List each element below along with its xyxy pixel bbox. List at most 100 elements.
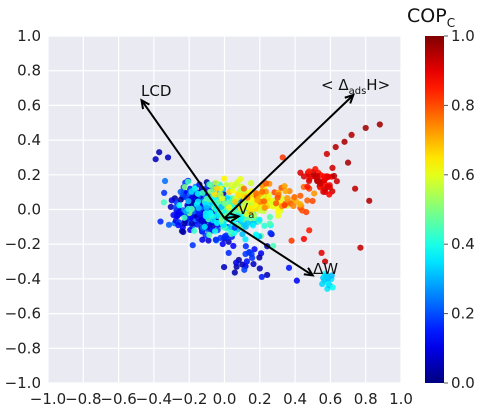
y-tick-label: 0.4 [17,131,41,149]
data-point [273,200,280,207]
data-point [251,246,258,253]
colorbar-tick-label: 0.4 [451,235,475,253]
data-point [256,254,263,261]
colorbar-tick-label: 0.6 [451,166,475,184]
data-point [212,179,219,186]
data-point [288,237,295,244]
data-point [217,234,224,242]
data-point [177,196,184,203]
colorbar-tick-label: 0.2 [451,305,475,323]
data-point [328,272,335,279]
arrow-label-dads-h: < ΔadsH> [321,76,390,97]
data-point [282,188,289,195]
data-point [279,154,286,161]
data-point [304,197,311,204]
data-point [203,204,210,211]
data-point [164,154,172,161]
y-tick-label: −0.4 [5,270,41,288]
colorbar-title: COPC [407,5,455,30]
data-point [306,168,313,175]
data-point [194,221,201,228]
data-point [250,212,258,219]
data-point [221,175,228,182]
data-point [242,243,249,250]
y-tick-label: −0.2 [5,235,41,253]
data-point [376,121,383,128]
data-point [366,197,373,204]
data-point [191,227,198,234]
data-point [221,200,228,207]
data-point [293,277,300,284]
data-point [284,195,291,202]
x-tick-label: −0.2 [171,390,207,408]
data-point [211,191,218,198]
data-point [185,205,192,212]
data-point [322,258,329,265]
data-point [318,249,325,256]
data-point [240,205,247,212]
data-point [185,198,192,205]
data-point [244,220,251,227]
y-tick-label: 1.0 [17,27,41,45]
data-point [262,180,270,187]
data-point [175,222,182,229]
data-point [219,240,226,248]
y-tick-label: −0.6 [5,305,41,323]
data-point [256,216,263,223]
data-point [157,218,164,225]
data-point [181,220,188,227]
data-point [290,202,297,210]
data-point [207,188,214,195]
x-tick-label: 0.0 [213,390,237,408]
data-point [211,228,219,235]
data-point [188,220,196,227]
data-point [254,196,261,204]
data-point [199,236,206,243]
data-point [341,138,348,145]
y-tick-label: 0.0 [17,201,41,219]
data-point [223,234,230,241]
data-point [181,214,188,221]
data-point [344,159,352,166]
data-point [180,228,187,236]
arrow-head [229,212,241,223]
data-point [275,212,282,219]
data-point [281,183,288,190]
data-point [329,164,336,171]
data-point [152,156,159,163]
data-point [195,204,202,212]
data-point [185,178,192,185]
data-point [259,188,266,195]
x-tick-label: −0.4 [136,390,172,408]
x-tick-label: 0.2 [248,390,272,408]
data-point [322,272,330,279]
data-point [235,191,242,199]
data-point [297,169,304,176]
loading-arrow [223,217,314,277]
arrow-head [303,267,315,277]
data-point [189,242,196,249]
data-point [332,143,339,151]
data-point [165,221,173,228]
data-point [240,185,248,192]
data-point [297,192,304,199]
data-point [323,150,330,158]
data-point [306,175,313,182]
data-point [225,204,233,211]
data-point [326,191,333,198]
data-point [300,235,308,243]
data-point [168,197,175,204]
colorbar-tick-label: 1.0 [451,27,475,45]
data-point [311,190,318,197]
data-point [188,188,195,195]
x-tick-label: −0.8 [65,390,101,408]
data-point [181,183,188,191]
data-point [199,189,206,197]
arrow-label-lcd: LCD [141,82,171,100]
data-point [201,223,208,230]
data-point [299,207,306,214]
x-tick-label: −0.6 [100,390,136,408]
data-point [232,259,240,266]
data-point [297,200,304,208]
data-point [227,199,234,206]
